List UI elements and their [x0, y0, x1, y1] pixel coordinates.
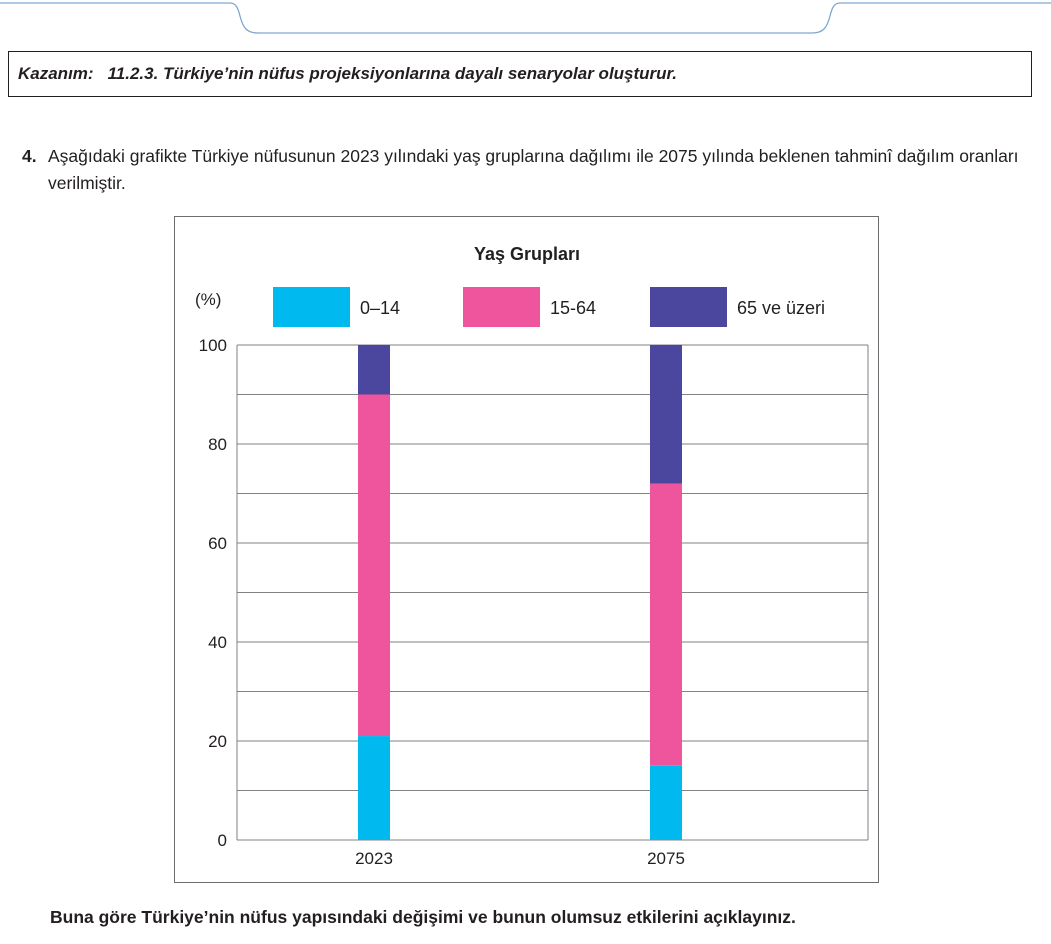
x-tick-label: 2075: [647, 849, 685, 868]
bar-2023-series-0: [358, 736, 390, 840]
legend-label-1: 15-64: [550, 298, 596, 318]
question-text: Aşağıdaki grafikte Türkiye nüfusunun 202…: [48, 146, 1019, 193]
legend-swatch-1: [463, 287, 540, 327]
bar-2075-series-1: [650, 483, 682, 766]
learning-outcome-text: 11.2.3. Türkiye’nin nüfus projeksiyonlar…: [107, 64, 677, 83]
y-tick-label: 0: [218, 831, 227, 850]
y-tick-label: 60: [208, 534, 227, 553]
x-tick-label: 2023: [355, 849, 393, 868]
bar-2075-series-2: [650, 345, 682, 484]
legend-swatch-0: [273, 287, 350, 327]
legend-label-2: 65 ve üzeri: [737, 298, 825, 318]
legend-swatch-2: [650, 287, 727, 327]
y-tick-label: 100: [199, 336, 227, 355]
chart-title: Yaş Grupları: [474, 244, 580, 264]
header-decoration: [0, 2, 1051, 34]
stacked-bar-chart: Yaş Grupları (%) 0–14 15-64 65 ve üzeri 0 20 40…: [195, 244, 869, 868]
chart-frame: Yaş Grupları (%) 0–14 15-64 65 ve üzeri 0 20 40…: [174, 216, 879, 883]
learning-outcome-label: Kazanım:: [18, 64, 94, 83]
y-tick-label: 40: [208, 633, 227, 652]
learning-outcome-box: Kazanım: 11.2.3. Türkiye’nin nüfus proje…: [8, 51, 1032, 97]
bar-2075-series-0: [650, 765, 682, 840]
bar-2023-series-2: [358, 345, 390, 395]
legend-label-0: 0–14: [360, 298, 400, 318]
question: 4. Aşağıdaki grafikte Türkiye nüfusunun …: [22, 143, 1032, 197]
y-tick-label: 20: [208, 732, 227, 751]
question-number: 4.: [22, 146, 37, 166]
final-question: Buna göre Türkiye’nin nüfus yapısındaki …: [50, 907, 796, 927]
y-axis-label: (%): [195, 290, 221, 309]
bar-2023-series-1: [358, 394, 390, 737]
y-tick-label: 80: [208, 435, 227, 454]
